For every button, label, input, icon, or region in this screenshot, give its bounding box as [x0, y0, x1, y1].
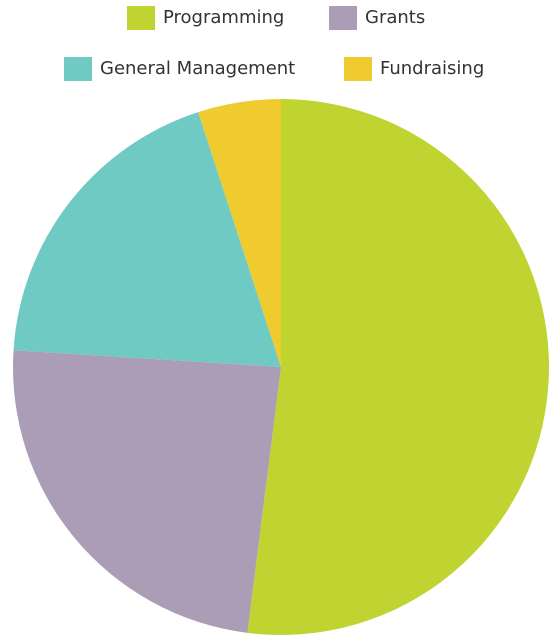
legend-label: Programming [163, 7, 284, 28]
pie-slice [12, 350, 281, 633]
legend-label: Fundraising [380, 58, 484, 79]
pie-slice [198, 99, 281, 367]
pie-slice [247, 99, 549, 635]
legend-swatch [329, 6, 357, 30]
legend-swatch [127, 6, 155, 30]
legend-swatch [344, 57, 372, 81]
pie-slice [13, 112, 281, 367]
legend-swatch [64, 57, 92, 81]
legend-label: General Management [100, 58, 295, 79]
legend-label: Grants [365, 7, 425, 28]
